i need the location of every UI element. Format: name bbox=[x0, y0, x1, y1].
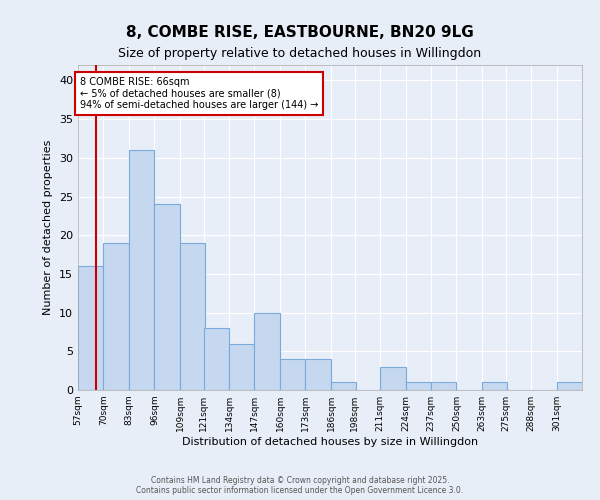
Bar bbox=[229, 344, 254, 390]
Bar bbox=[180, 243, 205, 390]
Bar bbox=[431, 382, 457, 390]
Y-axis label: Number of detached properties: Number of detached properties bbox=[43, 140, 53, 315]
Bar bbox=[331, 382, 356, 390]
X-axis label: Distribution of detached houses by size in Willingdon: Distribution of detached houses by size … bbox=[182, 437, 478, 447]
Bar bbox=[154, 204, 180, 390]
Bar bbox=[129, 150, 154, 390]
Bar bbox=[482, 382, 508, 390]
Bar bbox=[203, 328, 229, 390]
Text: 8 COMBE RISE: 66sqm
← 5% of detached houses are smaller (8)
94% of semi-detached: 8 COMBE RISE: 66sqm ← 5% of detached hou… bbox=[80, 76, 319, 110]
Bar bbox=[103, 243, 129, 390]
Bar bbox=[280, 359, 305, 390]
Bar bbox=[406, 382, 431, 390]
Text: Size of property relative to detached houses in Willingdon: Size of property relative to detached ho… bbox=[118, 48, 482, 60]
Text: Contains HM Land Registry data © Crown copyright and database right 2025.
Contai: Contains HM Land Registry data © Crown c… bbox=[136, 476, 464, 495]
Bar bbox=[254, 312, 280, 390]
Text: 8, COMBE RISE, EASTBOURNE, BN20 9LG: 8, COMBE RISE, EASTBOURNE, BN20 9LG bbox=[126, 25, 474, 40]
Bar bbox=[380, 367, 406, 390]
Bar bbox=[78, 266, 103, 390]
Bar bbox=[557, 382, 582, 390]
Bar bbox=[305, 359, 331, 390]
